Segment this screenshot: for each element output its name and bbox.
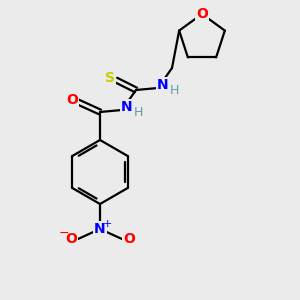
Text: O: O [196, 7, 208, 21]
Text: −: − [59, 226, 69, 239]
Text: O: O [65, 232, 77, 246]
Text: H: H [133, 106, 143, 118]
Text: S: S [105, 71, 115, 85]
Text: +: + [102, 219, 112, 229]
Text: O: O [66, 93, 78, 107]
Text: N: N [94, 222, 106, 236]
Text: O: O [123, 232, 135, 246]
Text: H: H [169, 83, 179, 97]
Text: N: N [121, 100, 133, 114]
Text: N: N [157, 78, 169, 92]
